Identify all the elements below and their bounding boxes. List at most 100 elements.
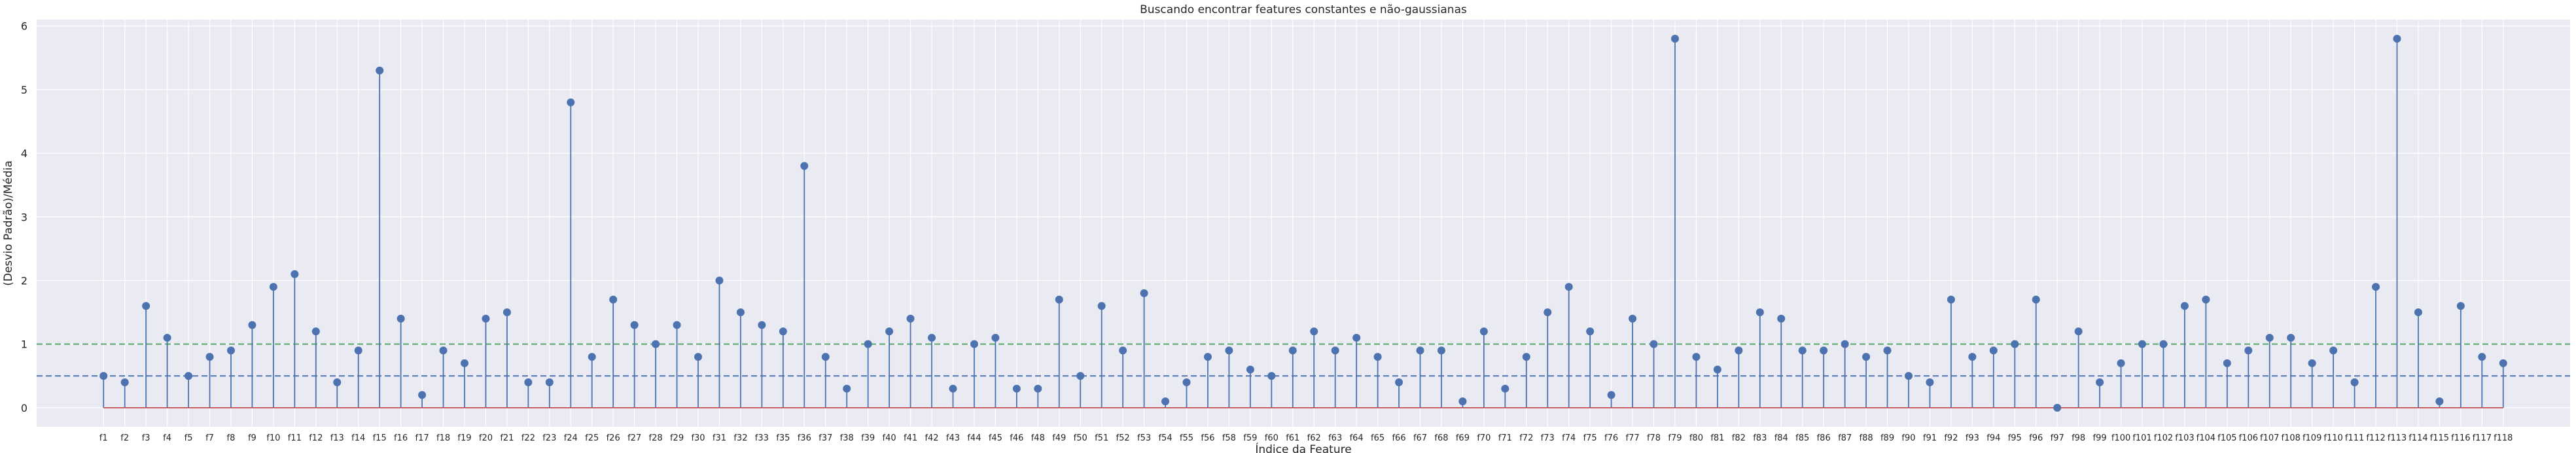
x-tick-label: f51 (1095, 433, 1108, 443)
x-tick-label: f77 (1626, 433, 1640, 443)
marker-f54 (1161, 397, 1170, 406)
marker-f26 (609, 295, 618, 304)
x-tick-label: f27 (627, 433, 641, 443)
x-tick-label: f117 (2473, 433, 2492, 443)
marker-f72 (1522, 353, 1530, 361)
marker-f38 (843, 384, 851, 393)
marker-f18 (439, 346, 448, 355)
x-tick-label: f29 (670, 433, 684, 443)
x-tick-label: f53 (1137, 433, 1151, 443)
marker-f110 (2329, 346, 2338, 355)
marker-f64 (1352, 333, 1361, 342)
y-tick-label: 2 (21, 274, 27, 287)
x-tick-label: f99 (2093, 433, 2107, 443)
x-tick-label: f67 (1413, 433, 1427, 443)
x-tick-label: f93 (1966, 433, 1979, 443)
x-tick-label: f66 (1392, 433, 1405, 443)
x-tick-label: f100 (2111, 433, 2130, 443)
x-tick-label: f23 (542, 433, 556, 443)
y-tick-label: 3 (21, 211, 27, 223)
x-tick-label: f86 (1817, 433, 1831, 443)
x-tick-label: f68 (1434, 433, 1448, 443)
marker-f21 (503, 308, 511, 317)
marker-f77 (1629, 314, 1637, 323)
marker-f20 (482, 314, 490, 323)
marker-f75 (1586, 327, 1595, 336)
x-tick-label: f113 (2388, 433, 2407, 443)
x-tick-label: f95 (2008, 433, 2022, 443)
x-tick-label: f58 (1222, 433, 1236, 443)
x-tick-label: f90 (1901, 433, 1915, 443)
x-tick-label: f83 (1753, 433, 1767, 443)
marker-f69 (1458, 397, 1467, 406)
x-axis-label: Índice da Feature (1255, 442, 1351, 453)
marker-f14 (354, 346, 362, 355)
marker-f113 (2393, 35, 2401, 43)
x-tick-label: f92 (1944, 433, 1958, 443)
x-tick-label: f26 (607, 433, 620, 443)
x-tick-label: f9 (248, 433, 256, 443)
marker-f96 (2032, 295, 2040, 304)
marker-f19 (460, 359, 468, 367)
x-tick-label: f115 (2430, 433, 2449, 443)
marker-f2 (120, 378, 129, 386)
x-tick-label: f55 (1180, 433, 1193, 443)
marker-f48 (1034, 384, 1042, 393)
marker-f1 (99, 372, 108, 380)
x-tick-label: f35 (776, 433, 790, 443)
marker-f114 (2414, 308, 2422, 317)
x-tick-label: f111 (2345, 433, 2364, 443)
marker-f109 (2308, 359, 2316, 367)
x-tick-label: f116 (2451, 433, 2470, 443)
x-tick-labels: f1 f2 f3 f4 f5 f7 f8 f9 f10 f11 f12 f13 f14 f15 f16 f17… (99, 433, 2513, 443)
x-tick-label: f37 (819, 433, 832, 443)
marker-f29 (673, 321, 681, 329)
x-tick-label: f46 (1010, 433, 1023, 443)
x-tick-label: f31 (713, 433, 726, 443)
x-tick-label: f13 (330, 433, 344, 443)
y-axis-label: (Desvio Padrão)/Média (2, 160, 15, 286)
y-tick-label: 4 (21, 147, 27, 160)
x-tick-label: f49 (1052, 433, 1066, 443)
x-tick-label: f12 (309, 433, 323, 443)
x-tick-label: f60 (1265, 433, 1279, 443)
x-tick-label: f3 (142, 433, 150, 443)
x-tick-label: f20 (479, 433, 493, 443)
marker-f92 (1947, 295, 1955, 304)
marker-f100 (2117, 359, 2125, 367)
x-tick-label: f24 (564, 433, 578, 443)
x-tick-label: f106 (2239, 433, 2258, 443)
x-tick-label: f54 (1158, 433, 1172, 443)
marker-f82 (1735, 346, 1743, 355)
x-tick-label: f15 (373, 433, 387, 443)
x-tick-label: f43 (946, 433, 960, 443)
marker-f37 (821, 353, 830, 361)
marker-f51 (1097, 302, 1106, 310)
marker-f62 (1310, 327, 1318, 336)
reference-lines (37, 343, 2570, 377)
x-tick-label: f88 (1860, 433, 1873, 443)
x-tick-label: f36 (798, 433, 811, 443)
x-tick-label: f109 (2303, 433, 2321, 443)
marker-f97 (2053, 403, 2062, 412)
marker-f65 (1373, 353, 1382, 361)
marker-f43 (949, 384, 957, 393)
y-tick-label: 6 (21, 20, 27, 33)
x-tick-label: f72 (1519, 433, 1533, 443)
x-tick-label: f108 (2282, 433, 2301, 443)
x-tick-label: f11 (288, 433, 302, 443)
marker-f107 (2265, 333, 2274, 342)
x-tick-label: f74 (1562, 433, 1576, 443)
x-tick-label: f7 (205, 433, 214, 443)
marker-f41 (906, 314, 915, 323)
marker-f40 (885, 327, 894, 336)
x-tick-label: f39 (861, 433, 875, 443)
x-tick-label: f103 (2175, 433, 2194, 443)
x-tick-label: f84 (1774, 433, 1788, 443)
x-tick-label: f33 (755, 433, 769, 443)
x-tick-label: f18 (436, 433, 450, 443)
x-tick-label: f38 (840, 433, 854, 443)
marker-f52 (1119, 346, 1127, 355)
x-tick-label: f64 (1350, 433, 1364, 443)
marker-f17 (418, 391, 427, 399)
